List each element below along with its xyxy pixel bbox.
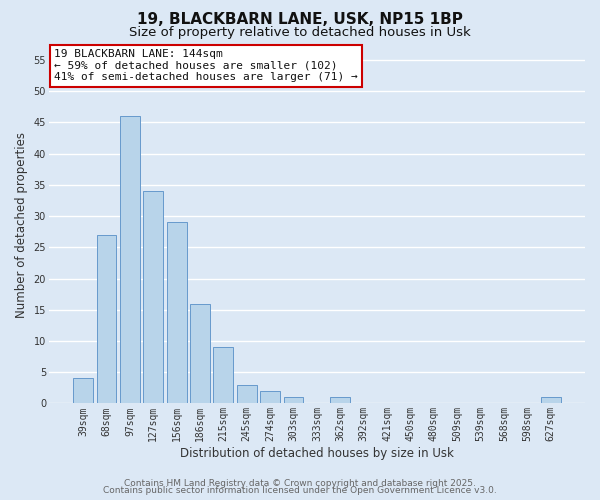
Bar bbox=[214, 347, 233, 404]
Bar bbox=[120, 116, 140, 404]
Bar bbox=[97, 235, 116, 404]
Text: Contains HM Land Registry data © Crown copyright and database right 2025.: Contains HM Land Registry data © Crown c… bbox=[124, 478, 476, 488]
Text: Size of property relative to detached houses in Usk: Size of property relative to detached ho… bbox=[129, 26, 471, 39]
Text: 19, BLACKBARN LANE, USK, NP15 1BP: 19, BLACKBARN LANE, USK, NP15 1BP bbox=[137, 12, 463, 28]
Bar bbox=[260, 391, 280, 404]
Bar bbox=[167, 222, 187, 404]
Bar bbox=[331, 397, 350, 404]
Bar bbox=[284, 397, 304, 404]
Bar bbox=[73, 378, 93, 404]
Text: 19 BLACKBARN LANE: 144sqm
← 59% of detached houses are smaller (102)
41% of semi: 19 BLACKBARN LANE: 144sqm ← 59% of detac… bbox=[54, 50, 358, 82]
X-axis label: Distribution of detached houses by size in Usk: Distribution of detached houses by size … bbox=[180, 447, 454, 460]
Bar bbox=[143, 191, 163, 404]
Bar bbox=[190, 304, 210, 404]
Text: Contains public sector information licensed under the Open Government Licence v3: Contains public sector information licen… bbox=[103, 486, 497, 495]
Bar bbox=[541, 397, 560, 404]
Bar bbox=[237, 384, 257, 404]
Y-axis label: Number of detached properties: Number of detached properties bbox=[15, 132, 28, 318]
